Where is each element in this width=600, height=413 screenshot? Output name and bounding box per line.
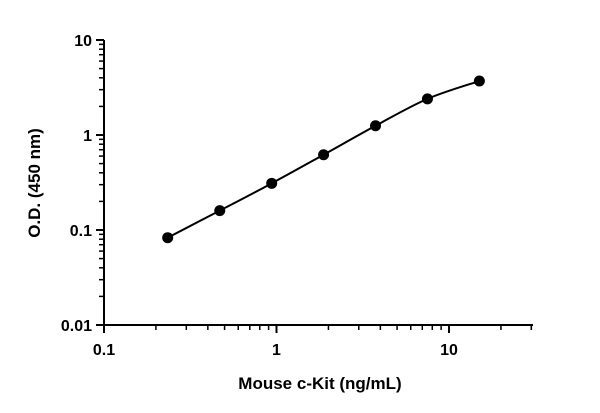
data-points (162, 75, 485, 244)
data-point (318, 149, 330, 161)
y-tick-label: 10 (74, 33, 92, 50)
y-tick-label: 0.01 (61, 318, 92, 335)
y-tick-label: 1 (83, 128, 92, 145)
major-ticks (96, 39, 450, 333)
y-axis-title: O.D. (450 nm) (25, 128, 44, 238)
x-axis-title: Mouse c-Kit (ng/mL) (238, 374, 401, 393)
data-point (421, 93, 433, 105)
y-tick-label: 0.1 (70, 223, 92, 240)
data-point (214, 205, 226, 217)
x-tick-label: 10 (440, 342, 458, 359)
x-tick-label: 0.1 (93, 342, 115, 359)
data-point (162, 232, 174, 244)
data-point (266, 177, 278, 189)
minor-ticks (99, 43, 533, 330)
x-tick-label: 1 (272, 342, 281, 359)
x-tick-labels: 0.1 1 10 (93, 342, 458, 359)
data-point (370, 120, 382, 132)
data-point (473, 75, 485, 87)
y-tick-labels: 0.01 0.1 1 10 (61, 33, 92, 335)
